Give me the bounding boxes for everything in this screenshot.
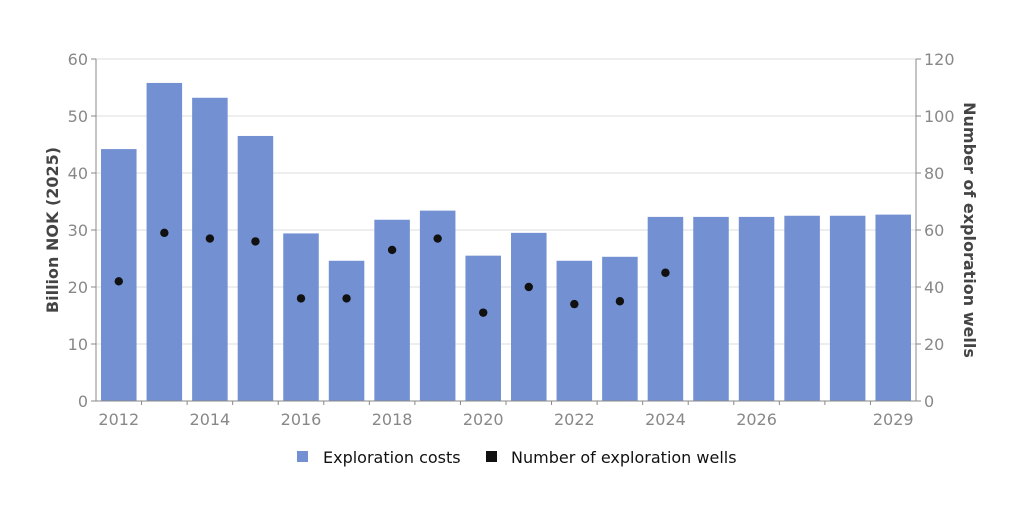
bar-2027 bbox=[784, 215, 820, 401]
left-tick-label: 30 bbox=[68, 221, 88, 240]
wells-point-2020 bbox=[479, 308, 488, 317]
x-tick-label-2014: 2014 bbox=[190, 410, 231, 429]
bar-series-exploration-costs bbox=[101, 82, 911, 401]
right-tick-label: 120 bbox=[924, 50, 955, 69]
x-tick-label-2029: 2029 bbox=[873, 410, 914, 429]
left-tick-label: 0 bbox=[78, 392, 88, 411]
legend-swatch-exploration-costs bbox=[297, 451, 308, 462]
wells-point-2015 bbox=[251, 237, 260, 246]
legend: Exploration costs Number of exploration … bbox=[297, 448, 737, 467]
wells-point-2021 bbox=[524, 282, 533, 292]
wells-point-2013 bbox=[160, 228, 169, 238]
bar-2015 bbox=[237, 135, 274, 401]
x-tick-label-2024: 2024 bbox=[645, 410, 686, 429]
bar-2022 bbox=[556, 260, 593, 401]
bar-2026 bbox=[738, 216, 775, 401]
bar-2021 bbox=[511, 232, 547, 401]
bar-2016 bbox=[283, 233, 319, 401]
right-tick-label: 0 bbox=[924, 392, 934, 411]
right-tick-label: 100 bbox=[924, 107, 955, 126]
wells-point-2023 bbox=[615, 297, 625, 306]
bar-2029 bbox=[875, 214, 911, 401]
bar-2023 bbox=[602, 256, 638, 401]
wells-point-2017 bbox=[342, 294, 351, 303]
right-tick-label: 20 bbox=[924, 335, 944, 354]
bar-2020 bbox=[465, 255, 501, 401]
left-tick-label: 10 bbox=[68, 335, 88, 354]
left-tick-label: 20 bbox=[68, 278, 88, 297]
wells-point-2024 bbox=[661, 268, 670, 277]
wells-point-2016 bbox=[296, 294, 306, 303]
legend-label-exploration-wells: Number of exploration wells bbox=[511, 448, 737, 467]
bar-2013 bbox=[146, 82, 183, 401]
wells-point-2014 bbox=[205, 234, 215, 243]
left-axis-ticks: 0 10 20 30 40 50 60 bbox=[68, 50, 96, 411]
legend-swatch-exploration-wells bbox=[486, 451, 497, 462]
bar-2028 bbox=[829, 215, 866, 401]
wells-point-2019 bbox=[433, 234, 442, 243]
x-tick-label-2018: 2018 bbox=[372, 410, 413, 429]
right-tick-label: 60 bbox=[924, 221, 944, 240]
right-axis-title: Number of exploration wells bbox=[960, 102, 979, 358]
x-tick-label-2012: 2012 bbox=[98, 410, 139, 429]
right-tick-label: 80 bbox=[924, 164, 944, 183]
x-tick-label-2016: 2016 bbox=[281, 410, 322, 429]
left-tick-label: 40 bbox=[68, 164, 88, 183]
wells-point-2012 bbox=[114, 277, 123, 286]
left-axis-title: Billion NOK (2025) bbox=[43, 147, 62, 313]
bar-2012 bbox=[101, 149, 137, 401]
left-tick-label: 60 bbox=[68, 50, 88, 69]
bar-2024 bbox=[647, 216, 684, 401]
wells-point-2018 bbox=[387, 245, 397, 255]
x-tick-label-2026: 2026 bbox=[736, 410, 777, 429]
right-tick-label: 40 bbox=[924, 278, 944, 297]
legend-label-exploration-costs: Exploration costs bbox=[323, 448, 461, 467]
x-tick-label-2022: 2022 bbox=[554, 410, 595, 429]
bar-2017 bbox=[328, 260, 365, 401]
x-tick-label-2020: 2020 bbox=[463, 410, 504, 429]
wells-point-2022 bbox=[570, 299, 579, 309]
right-axis-ticks: 0 20 40 60 80 100 120 bbox=[916, 50, 955, 411]
gridlines bbox=[96, 58, 916, 345]
left-tick-label: 50 bbox=[68, 107, 88, 126]
scatter-series-exploration-wells bbox=[114, 228, 670, 317]
bar-2014 bbox=[192, 97, 228, 401]
x-axis-ticks: 2012 2014 2016 2018 2020 2022 2024 2026 2029 bbox=[98, 401, 914, 429]
bar-2025 bbox=[693, 216, 729, 401]
